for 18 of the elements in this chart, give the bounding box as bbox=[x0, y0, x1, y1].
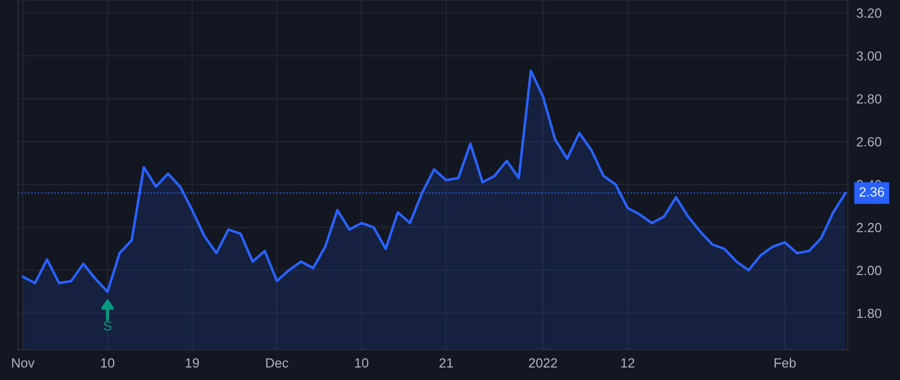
annotation: S bbox=[104, 321, 112, 331]
x-tick-label: 10 bbox=[355, 358, 368, 368]
x-tick-label: Feb bbox=[774, 358, 796, 368]
y-tick-label: 3.20 bbox=[856, 8, 882, 18]
x-tick-label: 2022 bbox=[528, 358, 557, 368]
x-tick-label: Nov bbox=[12, 358, 35, 368]
y-tick-label: 2.60 bbox=[856, 137, 882, 146]
y-tick-label: 3.00 bbox=[856, 51, 882, 61]
x-tick-label: 19 bbox=[186, 358, 199, 368]
y-tick-label: 1.80 bbox=[857, 308, 882, 318]
x-tick-label: 10 bbox=[101, 358, 114, 368]
y-tick-label: 2.00 bbox=[856, 266, 882, 276]
y-tick-label: 2.80 bbox=[856, 94, 882, 104]
x-tick-label: 12 bbox=[621, 358, 634, 368]
y-tick-label: 2.20 bbox=[856, 222, 882, 232]
x-tick-label: Dec bbox=[266, 358, 288, 368]
ref-line-label: 2.36 bbox=[860, 187, 884, 197]
x-tick-label: 21 bbox=[440, 358, 453, 368]
